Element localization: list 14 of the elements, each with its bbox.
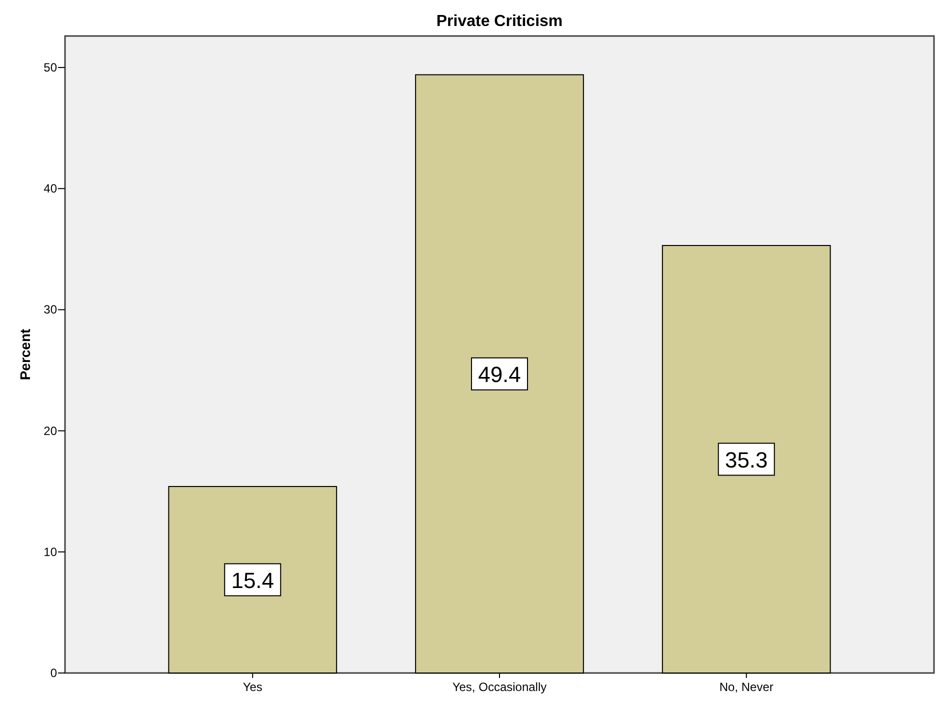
data-label: 49.4: [478, 362, 521, 387]
data-label: 15.4: [231, 568, 274, 593]
y-tick-label: 10: [44, 544, 58, 559]
y-tick-label: 50: [44, 60, 58, 74]
x-tick-label: Yes, Occasionally: [452, 680, 547, 694]
y-axis-title: Percent: [17, 328, 33, 380]
chart-title: Private Criticism: [436, 13, 563, 30]
y-tick-label: 20: [44, 424, 58, 438]
data-label: 35.3: [724, 447, 768, 472]
y-tick-label: 40: [44, 182, 58, 196]
y-tick-label: 0: [50, 666, 58, 680]
x-tick-label: No, Never: [719, 680, 774, 694]
y-tick-label: 30: [44, 302, 58, 317]
x-tick-label: Yes: [242, 680, 262, 694]
